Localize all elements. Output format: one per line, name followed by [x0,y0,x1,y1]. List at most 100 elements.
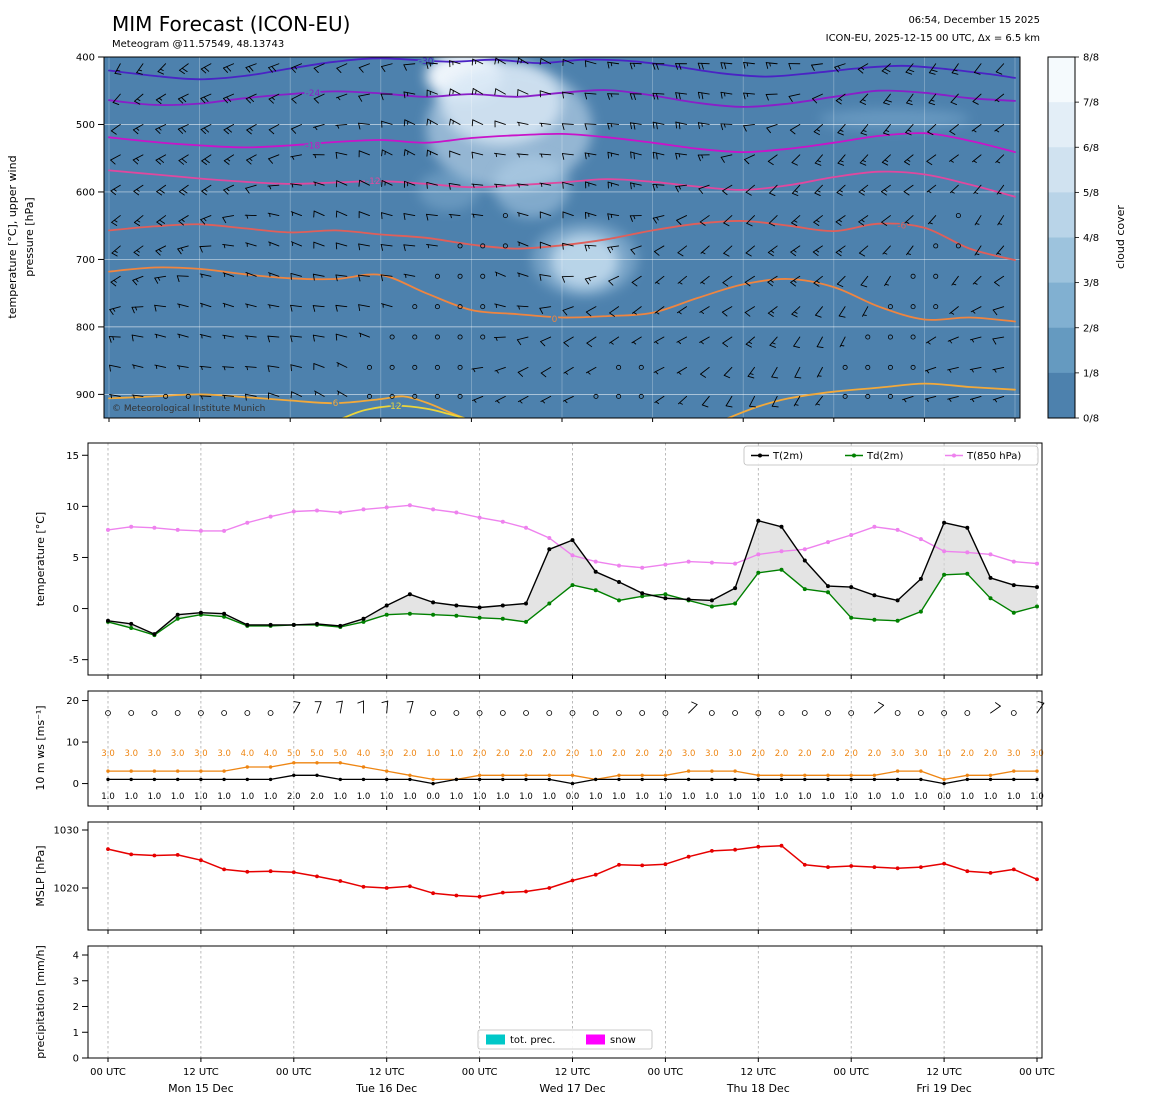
ws-value-label: 1.0 [380,792,394,802]
calm-wind-icon [894,710,901,716]
wind-barb-icon [155,245,167,256]
wind-barb-icon [562,211,574,219]
colorbar-tick-label: 4/8 [1083,233,1099,244]
wind-barb-icon [788,63,801,70]
wind-barb-icon [858,184,869,196]
wind-barb-icon [835,93,846,105]
wind-barb-icon [313,93,325,104]
t2m-marker [686,597,691,602]
gust-marker [1035,769,1039,773]
time-tick-label: 00 UTC [1019,1067,1055,1078]
calm-wind-icon [412,304,418,310]
calm-wind-icon [955,213,961,219]
mslp-panel [106,822,1039,930]
wind-barb-icon [136,63,144,75]
wind-barb-icon [380,244,393,251]
wind-barb-icon [992,395,1005,403]
y-tick-label: 1020 [54,884,79,895]
wind-barb-icon [267,335,280,343]
wind-barb-icon [291,124,302,134]
wind-barb-icon [562,91,574,99]
day-label: Thu 18 Dec [726,1082,790,1095]
wind-barb-icon [997,215,1005,226]
wind-barb-icon [403,244,416,252]
temperature-panel [106,443,1039,675]
wind-barb-icon [561,275,574,283]
wind-barb-icon [110,124,121,135]
wind-barb-icon [268,154,280,164]
gust-marker [199,769,203,773]
gust-value-label: 3.0 [380,749,394,759]
gust-value-label: 1.0 [426,749,440,759]
wind-barb-icon [494,366,506,374]
wind-barb-icon [862,306,869,317]
calm-wind-icon [865,334,871,340]
gust-marker [106,769,110,773]
wind-barb-icon [111,245,121,257]
wind-barb-icon [133,184,144,196]
t2m-marker [617,580,621,584]
calm-wind-icon [480,273,486,279]
wind-barb-icon [494,88,506,96]
copyright-note: © Meteorological Institute Munich [112,404,265,414]
calm-wind-icon [910,304,916,310]
t850-marker [152,525,157,530]
wind-barb-icon [267,392,280,400]
wind-barb-icon [720,62,733,70]
t2m-marker [779,524,784,529]
wind-barb-icon [381,212,393,220]
wind-barb-icon [312,305,325,312]
wind-barb-icon [607,245,620,254]
y-tick-label: 0 [73,1054,79,1065]
t850-marker [477,515,482,520]
wind-barb-icon [675,63,688,70]
wind-barb-icon [814,154,823,166]
gust-value-label: 3.0 [914,749,928,759]
wind-barb-icon [222,215,235,224]
ws-marker [640,777,644,782]
wind-barb-icon [403,91,416,99]
wind-barb-icon [697,91,710,100]
calm-wind-icon [910,334,916,340]
wind-barb-icon [839,336,846,348]
wind-barb-icon [381,149,393,157]
t850-marker [407,503,412,508]
wind-barb-icon [654,395,665,405]
ws-value-label: 1.0 [728,792,742,802]
gust-marker [176,769,180,773]
wind-barb-icon [996,184,1005,195]
calm-wind-icon [865,393,871,399]
wind-barb-icon [771,395,779,408]
td2m-marker [988,596,993,601]
calm-wind-icon [480,334,486,340]
wind-barb-icon [858,215,869,226]
td2m-marker [477,615,482,620]
wind-barb-icon [629,62,642,70]
wind-barb-icon [336,93,348,101]
wind-barb-icon [584,244,597,252]
colorbar-tick-label: 6/8 [1083,143,1099,154]
wind-barb-icon [860,124,869,136]
t850-marker [663,562,668,567]
wind-barb-icon [992,306,1005,316]
gust-value-label: 3.0 [682,749,696,759]
wind-barb-icon [426,181,438,189]
wind-barb-icon [246,154,257,165]
t850-marker [524,525,528,530]
gust-marker [872,773,877,777]
ws-marker [733,777,737,782]
wind-barb-icon [562,181,574,189]
pressure-tick-label: 900 [76,390,95,401]
ws-marker [710,777,714,782]
wind-barb-icon [539,274,552,281]
ws-value-label: 1.0 [171,792,185,802]
wind-barb-icon [244,366,257,371]
mslp-marker [1035,877,1039,882]
cloud-cover-shading [418,57,970,297]
wind-barb-icon [969,336,982,343]
calm-wind-icon [457,273,463,279]
y-tick-label: 3 [73,976,79,987]
wind-barb-icon [494,271,506,277]
wind-barb-icon [494,120,506,128]
wind-barb-icon [313,181,325,187]
